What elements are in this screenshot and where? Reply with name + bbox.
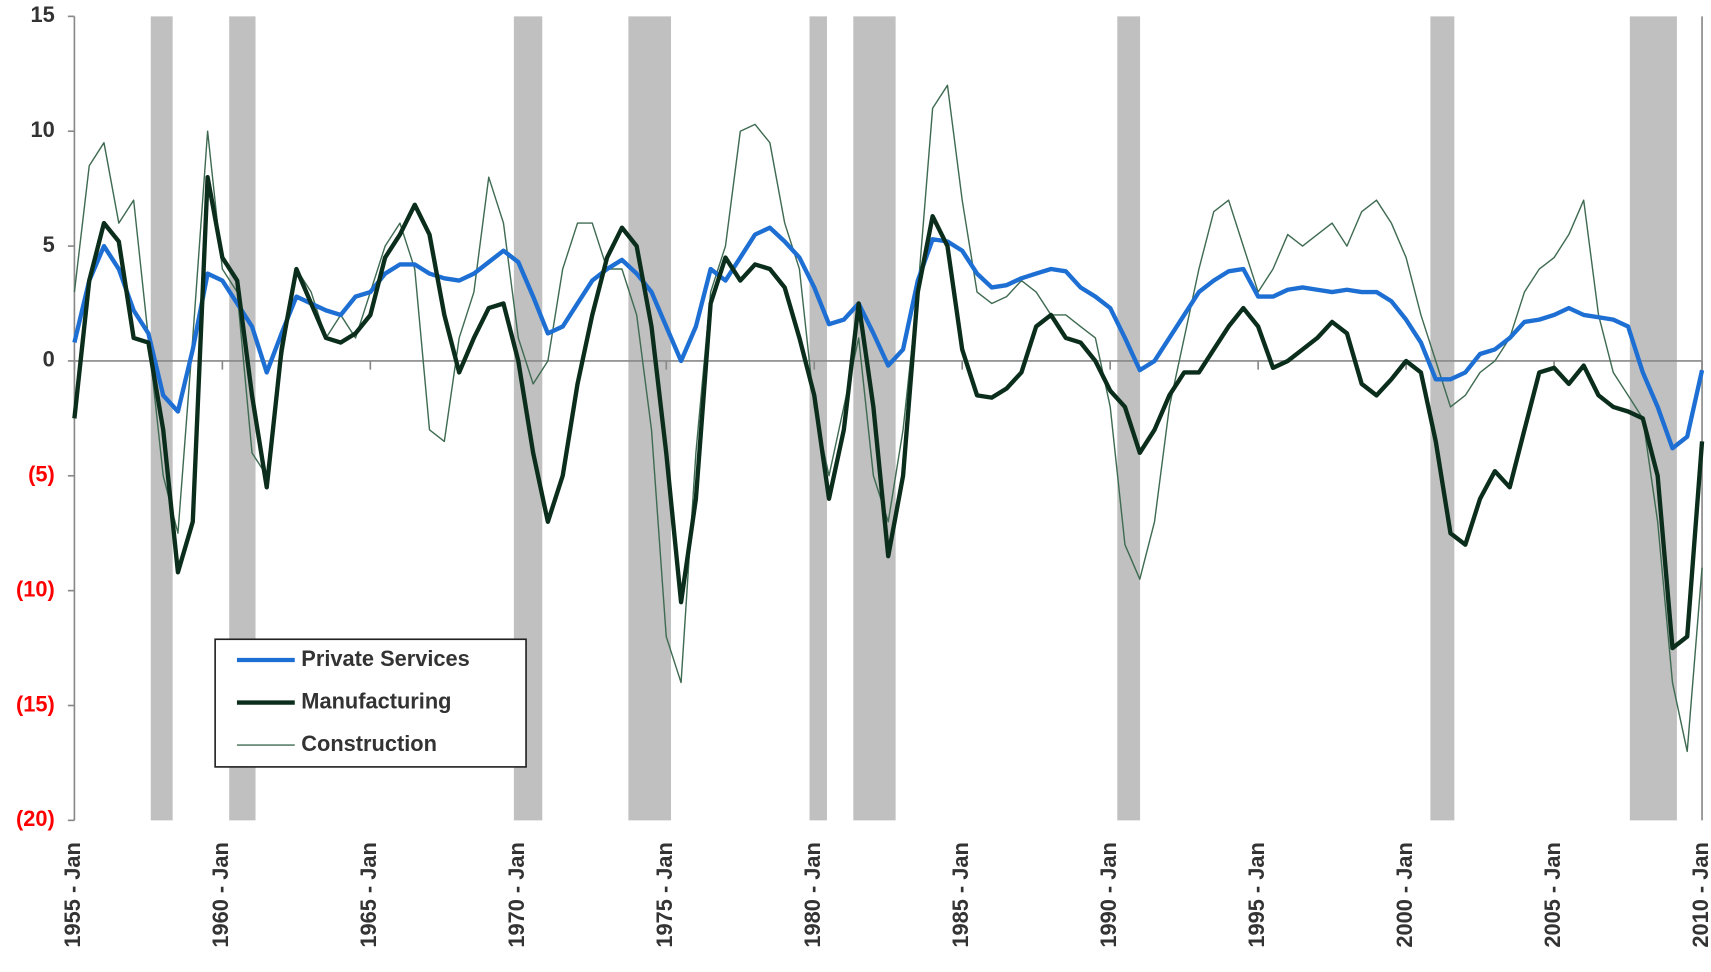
x-tick-label: 1975 - Jan — [652, 842, 677, 947]
y-tick-label: (10) — [16, 576, 55, 601]
recession-band — [1629, 16, 1677, 821]
x-tick-label: 2005 - Jan — [1540, 842, 1565, 947]
x-tick-label: 1985 - Jan — [948, 842, 973, 947]
legend: Private Services Manufacturing Constructio… — [214, 638, 527, 768]
x-tick-label: 1960 - Jan — [208, 842, 233, 947]
x-tick-label: 1995 - Jan — [1244, 842, 1269, 947]
x-tick-label: 1955 - Jan — [60, 842, 85, 947]
x-tick-label: 2000 - Jan — [1392, 842, 1417, 947]
y-tick-label: (5) — [28, 462, 55, 487]
series-line — [72, 225, 1705, 451]
x-tick-label: 2010 - Jan — [1688, 842, 1711, 947]
recession-band — [1430, 16, 1455, 821]
y-tick-label: (20) — [16, 806, 55, 831]
y-tick-label: 0 — [43, 347, 55, 372]
y-tick-label: 10 — [31, 117, 55, 142]
y-tick-label: 15 — [31, 2, 55, 27]
x-tick-label: 1970 - Jan — [504, 842, 529, 947]
x-tick-label: 1965 - Jan — [356, 842, 381, 947]
legend-label: Construction — [301, 731, 437, 756]
y-tick-label: (15) — [16, 691, 55, 716]
x-tick-label: 1990 - Jan — [1096, 842, 1121, 947]
series-line — [73, 84, 1703, 753]
legend-label: Manufacturing — [301, 688, 451, 713]
y-tick-label: 5 — [43, 232, 55, 257]
x-tick-label: 1980 - Jan — [800, 842, 825, 947]
series-line — [72, 174, 1705, 651]
legend-label: Private Services — [301, 646, 469, 671]
